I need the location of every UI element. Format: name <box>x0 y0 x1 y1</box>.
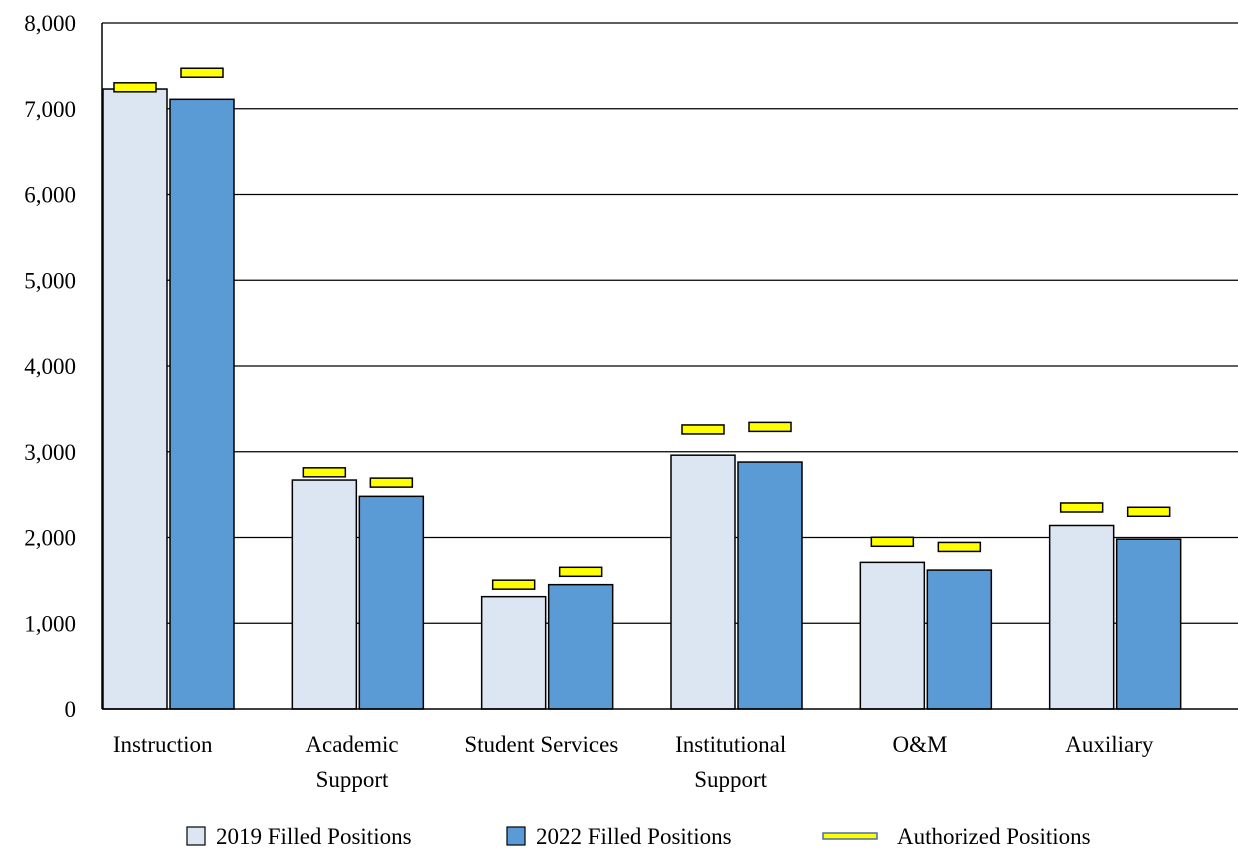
legend-swatch <box>506 826 526 846</box>
category-labels: Instruction Academic Support Student Servic… <box>113 732 1154 792</box>
legend-swatch <box>822 832 878 840</box>
authorized-marker <box>937 541 982 553</box>
authorized-marker <box>302 467 347 478</box>
gridlines <box>102 22 1238 624</box>
legend-label: Authorized Positions <box>897 824 1091 849</box>
category-label: O&M <box>893 732 948 757</box>
y-tick-label: 8,000 <box>24 11 76 36</box>
authorized-marker <box>1126 506 1171 518</box>
category-label: Support <box>694 767 767 792</box>
y-tick-label: 5,000 <box>24 268 76 293</box>
y-tick-label: 0 <box>65 697 77 722</box>
category-label: Support <box>316 767 389 792</box>
bar <box>670 454 736 710</box>
authorized-marker <box>180 67 224 78</box>
y-tick-labels: 0 1,000 2,000 3,000 4,000 5,000 6,000 7,000 8,00… <box>24 11 76 722</box>
legend: 2019 Filled Positions 2022 Filled Positio… <box>186 824 1091 849</box>
authorized-marker <box>558 566 603 578</box>
y-tick-label: 2,000 <box>24 526 76 551</box>
bars <box>102 88 1182 710</box>
bar <box>1048 524 1115 710</box>
authorized-marker <box>748 421 792 433</box>
authorized-marker <box>1059 502 1104 513</box>
bar <box>859 561 926 710</box>
category-label: Auxiliary <box>1065 732 1154 757</box>
authorized-markers <box>113 67 1171 590</box>
y-tick-label: 4,000 <box>24 354 76 379</box>
bar <box>926 569 993 710</box>
legend-label: 2022 Filled Positions <box>536 824 732 849</box>
category-label: Academic <box>305 732 398 757</box>
y-tick-label: 7,000 <box>24 97 76 122</box>
bar <box>169 98 235 710</box>
axes <box>101 23 1238 710</box>
category-label: Institutional <box>675 732 786 757</box>
bar <box>480 595 547 710</box>
bar <box>1115 538 1182 710</box>
bar <box>737 461 803 710</box>
legend-label: 2019 Filled Positions <box>216 824 412 849</box>
legend-swatch <box>186 826 206 846</box>
authorized-marker <box>113 82 157 93</box>
bar <box>291 479 358 710</box>
bar <box>547 583 614 710</box>
category-label: Instruction <box>113 732 213 757</box>
y-tick-label: 3,000 <box>24 440 76 465</box>
bar <box>102 88 168 710</box>
category-label: Student Services <box>464 732 618 757</box>
authorized-marker <box>681 424 725 435</box>
y-tick-label: 1,000 <box>24 611 76 636</box>
authorized-marker <box>870 536 915 548</box>
y-tick-label: 6,000 <box>24 183 76 208</box>
authorized-marker <box>369 477 414 488</box>
authorized-marker <box>491 579 536 590</box>
bar <box>358 495 425 710</box>
